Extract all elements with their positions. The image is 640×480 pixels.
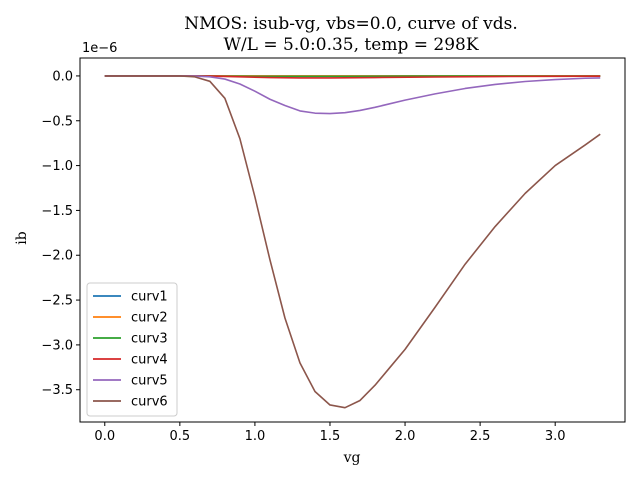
x-axis-ticks: 0.0 0.5 1.0 1.5 2.0 2.5 3.0 [94, 422, 566, 444]
series-line-curv5 [104, 75, 601, 115]
x-tick-label: 1.5 [320, 429, 341, 444]
x-tick-label: 0.0 [94, 429, 115, 444]
legend-label-curv3: curv3 [131, 332, 168, 347]
x-tick-label: 1.0 [245, 429, 266, 444]
legend-label-curv5: curv5 [131, 374, 168, 389]
x-tick-label: 2.0 [395, 429, 416, 444]
legend-label-curv2: curv2 [131, 311, 168, 326]
y-tick-label: −3.5 [41, 383, 73, 398]
y-axis-label: ib [14, 231, 30, 244]
plot-area-frame [79, 57, 626, 423]
legend-label-curv1: curv1 [131, 290, 168, 305]
y-axis-ticks: 0.0 −0.5 −1.0 −1.5 −2.0 −2.5 −3.0 −3.5 [41, 69, 80, 398]
y-tick-label: −1.0 [41, 159, 73, 174]
x-tick-label: 2.5 [470, 429, 491, 444]
y-tick-label: −3.0 [41, 338, 73, 353]
series-line-curv6 [104, 75, 601, 409]
legend: curv1 curv2 curv3 curv4 curv5 curv6 [86, 282, 178, 417]
chart-title-line-2: W/L = 5.0:0.35, temp = 298K [223, 35, 478, 55]
y-tick-label: −2.5 [41, 294, 73, 309]
y-tick-label: 0.0 [52, 69, 73, 84]
legend-label-curv4: curv4 [131, 353, 168, 368]
y-tick-label: −0.5 [41, 114, 73, 129]
x-tick-label: 0.5 [169, 429, 190, 444]
x-tick-label: 3.0 [545, 429, 566, 444]
legend-label-curv6: curv6 [131, 395, 168, 410]
x-axis-label: vg [343, 450, 361, 466]
y-axis-offset-label: 1e−6 [82, 41, 117, 56]
y-tick-label: −1.5 [41, 204, 73, 219]
chart-title-line-1: NMOS: isub-vg, vbs=0.0, curve of vds. [184, 14, 518, 34]
y-tick-label: −2.0 [41, 249, 73, 264]
series-layer [104, 75, 601, 409]
chart-title: NMOS: isub-vg, vbs=0.0, curve of vds. W/… [184, 14, 518, 55]
